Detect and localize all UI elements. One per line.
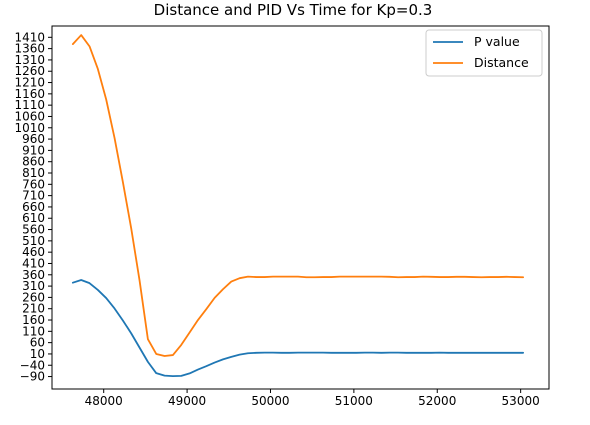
y-tick-label: 760: [22, 177, 45, 191]
y-axis: −90−401060110160210260310360410460510560…: [14, 30, 52, 384]
y-tick-label: 1110: [14, 98, 45, 112]
legend: P value Distance: [425, 29, 543, 77]
y-tick-label: 160: [22, 313, 45, 327]
chart-title: Distance and PID Vs Time for Kp=0.3: [154, 1, 433, 19]
y-tick-label: 810: [22, 166, 45, 180]
y-tick-label: 410: [22, 256, 45, 270]
series-line-distance: [71, 34, 525, 357]
x-tick-label: 50000: [251, 394, 289, 408]
y-tick-label: 1010: [14, 121, 45, 135]
y-tick-label: 1160: [14, 87, 45, 101]
y-tick-label: 310: [22, 279, 45, 293]
x-tick-label: 48000: [85, 394, 123, 408]
series-layer: [71, 34, 525, 378]
x-tick-label: 52000: [418, 394, 456, 408]
y-tick-label: 910: [22, 143, 45, 157]
series-line-p-value: [71, 279, 525, 378]
y-tick-label: 1260: [14, 64, 45, 78]
x-tick-label: 51000: [335, 394, 373, 408]
x-tick-label: 53000: [502, 394, 540, 408]
legend-label-distance: Distance: [474, 55, 529, 70]
y-tick-label: 1360: [14, 42, 45, 56]
y-tick-label: 1210: [14, 76, 45, 90]
legend-label-p-value: P value: [474, 34, 520, 49]
x-axis: 48000 49000 50000 51000 52000 53000: [85, 389, 540, 408]
y-tick-label: 610: [22, 211, 45, 225]
y-tick-label: 460: [22, 245, 45, 259]
y-tick-label: 60: [30, 336, 45, 350]
y-tick-label: 710: [22, 189, 45, 203]
y-tick-label: 210: [22, 302, 45, 316]
y-tick-label: 1310: [14, 53, 45, 67]
y-tick-label: 1410: [14, 30, 45, 44]
y-tick-label: 110: [22, 324, 45, 338]
y-tick-label: −90: [20, 370, 45, 384]
y-tick-label: 860: [22, 155, 45, 169]
y-tick-label: 260: [22, 290, 45, 304]
y-tick-label: 510: [22, 234, 45, 248]
y-tick-label: −40: [20, 358, 45, 372]
y-tick-label: 560: [22, 223, 45, 237]
y-tick-label: 1060: [14, 109, 45, 123]
x-tick-label: 49000: [168, 394, 206, 408]
plot-frame: [51, 25, 550, 390]
y-tick-label: 360: [22, 268, 45, 282]
y-tick-label: 660: [22, 200, 45, 214]
y-tick-label: 960: [22, 132, 45, 146]
y-tick-label: 10: [30, 347, 45, 361]
